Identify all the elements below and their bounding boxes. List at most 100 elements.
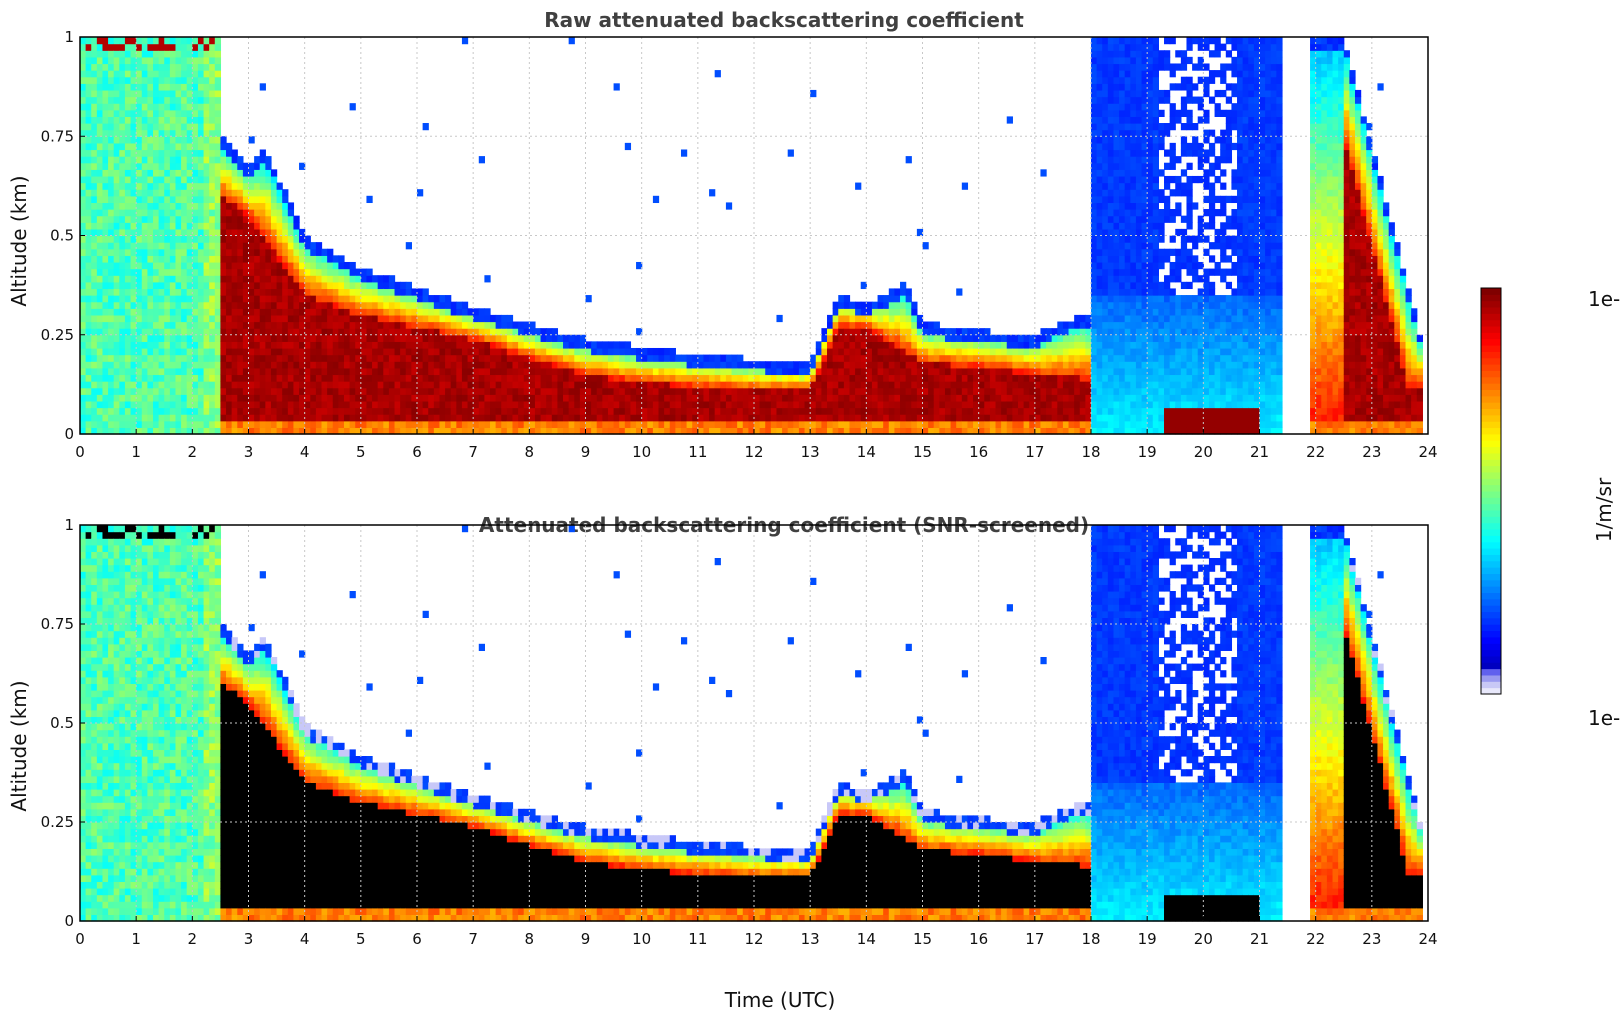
heatmap-cell — [754, 367, 761, 376]
heatmap-cell — [153, 103, 160, 111]
heatmap-cell — [270, 209, 278, 217]
heatmap-cell — [96, 195, 104, 204]
heatmap-cell — [883, 374, 890, 382]
heatmap-cell — [248, 354, 255, 362]
heatmap-cell — [703, 400, 710, 409]
heatmap-cell — [181, 407, 188, 415]
heatmap-cell — [1107, 182, 1115, 190]
heatmap-cell — [338, 308, 345, 316]
heatmap-cell — [158, 301, 165, 309]
heatmap-cell — [108, 381, 115, 389]
heatmap-cell — [343, 314, 351, 323]
heatmap-cell — [636, 400, 643, 409]
heatmap-cell — [209, 374, 216, 382]
heatmap-cell — [226, 354, 233, 362]
heatmap-cell — [181, 295, 188, 303]
heatmap-cell — [355, 281, 362, 290]
heatmap-cell — [259, 367, 266, 376]
heatmap-cell — [928, 420, 935, 428]
heatmap-cell — [877, 374, 884, 382]
heatmap-cell — [445, 308, 452, 316]
heatmap-cell — [141, 37, 148, 45]
heatmap-cell — [119, 189, 126, 197]
heatmap-cell — [287, 334, 295, 342]
heatmap-cell — [96, 328, 104, 336]
heatmap-cell — [270, 328, 278, 336]
heatmap-cell — [855, 334, 862, 342]
heatmap-cell — [366, 328, 373, 336]
heatmap-cell — [956, 427, 963, 435]
heatmap-cell — [130, 89, 137, 98]
heatmap-cell — [680, 400, 688, 409]
heatmap-cell — [310, 374, 317, 382]
heatmap-cell — [400, 334, 407, 342]
heatmap-cell — [231, 414, 238, 422]
heatmap-cell — [169, 328, 177, 336]
heatmap-cell — [141, 295, 148, 303]
heatmap-cell — [96, 334, 104, 342]
heatmap-cell — [669, 387, 676, 395]
heatmap-cell — [377, 295, 384, 303]
heatmap-cell — [495, 420, 502, 428]
heatmap-cell — [624, 374, 632, 382]
heatmap-cell — [282, 261, 289, 270]
heatmap-cell — [804, 400, 811, 409]
heatmap-cell — [1074, 420, 1081, 428]
heatmap-cell — [237, 175, 244, 184]
heatmap-cell — [388, 407, 396, 415]
heatmap-cell — [141, 50, 148, 58]
heatmap-cell — [91, 400, 98, 409]
heatmap-cell — [490, 347, 497, 356]
heatmap-cell — [534, 387, 542, 395]
heatmap-cell — [197, 374, 205, 382]
heatmap-cell — [731, 367, 738, 376]
heatmap-cell — [186, 156, 193, 164]
heatmap-cell — [355, 414, 362, 422]
heatmap-cell — [130, 195, 137, 204]
heatmap-cell — [1130, 321, 1137, 329]
heatmap-cell — [366, 295, 373, 303]
heatmap-cell — [563, 420, 570, 428]
heatmap-cell — [153, 209, 160, 217]
heatmap-cell — [473, 321, 480, 329]
heatmap-cell — [293, 301, 300, 309]
heatmap-cell — [265, 169, 272, 177]
heatmap-cell — [282, 301, 289, 309]
heatmap-cell — [916, 394, 924, 402]
heatmap-cell — [91, 387, 98, 395]
heatmap-cell — [405, 420, 412, 428]
heatmap-cell — [383, 301, 390, 309]
heatmap-cell — [534, 374, 542, 382]
heatmap-cell — [181, 288, 188, 296]
heatmap-cell — [197, 83, 205, 91]
heatmap-cell — [91, 129, 98, 137]
heatmap-cell — [456, 387, 463, 395]
heatmap-cell — [310, 242, 317, 250]
heatmap-cell — [810, 361, 817, 369]
heatmap-cell — [265, 182, 272, 190]
heatmap-cell — [282, 268, 289, 276]
heatmap-cell — [102, 169, 109, 177]
heatmap-cell — [1096, 63, 1103, 71]
heatmap-cell — [596, 354, 603, 362]
heatmap-cell — [248, 328, 255, 336]
heatmap-cell — [130, 414, 137, 422]
heatmap-cell — [355, 328, 362, 336]
heatmap-cell — [995, 407, 1002, 415]
heatmap-cell — [214, 228, 222, 237]
heatmap-cell — [776, 361, 783, 369]
heatmap-cell — [417, 341, 424, 349]
heatmap-cell — [692, 374, 699, 382]
heatmap-cell — [265, 195, 272, 204]
heatmap-cell — [973, 400, 980, 409]
heatmap-cell — [124, 116, 132, 124]
heatmap-cell — [197, 149, 205, 157]
heatmap-cell — [860, 334, 867, 342]
heatmap-cell — [91, 50, 98, 58]
heatmap-cell — [1096, 275, 1103, 283]
heatmap-cell — [467, 361, 474, 369]
heatmap-cell — [226, 169, 233, 177]
heatmap-cell — [96, 235, 104, 243]
heatmap-cell — [422, 381, 429, 389]
heatmap-cell — [310, 414, 317, 422]
